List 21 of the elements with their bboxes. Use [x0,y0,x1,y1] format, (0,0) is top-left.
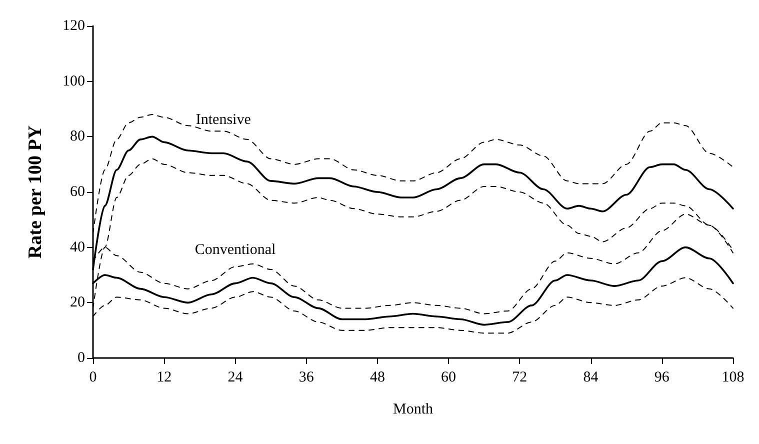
series-label: Conventional [194,242,276,258]
x-tick-label: 36 [298,370,314,386]
x-tick-label: 72 [512,370,528,386]
y-tick-label: 80 [70,128,85,145]
y-tick-label: 20 [70,294,85,311]
x-tick-label: 0 [89,370,97,386]
y-tick-label: 0 [78,350,85,366]
x-tick-label: 12 [156,370,172,386]
x-tick-label: 48 [370,370,385,386]
y-tick-label: 40 [70,239,85,256]
y-axis-title: Rate per 100 PY [25,125,46,259]
x-tick-label: 84 [583,370,599,386]
x-tick-label: 96 [654,370,670,386]
y-tick-label: 100 [62,73,85,90]
y-tick-label: 120 [62,18,85,34]
x-tick-label: 24 [228,370,244,386]
y-tick-label: 60 [70,184,85,200]
x-axis-title: Month [392,402,434,418]
x-tick-label: 60 [441,370,456,386]
x-tick-label: 108 [722,370,744,386]
series-label: Intensive [196,112,252,128]
